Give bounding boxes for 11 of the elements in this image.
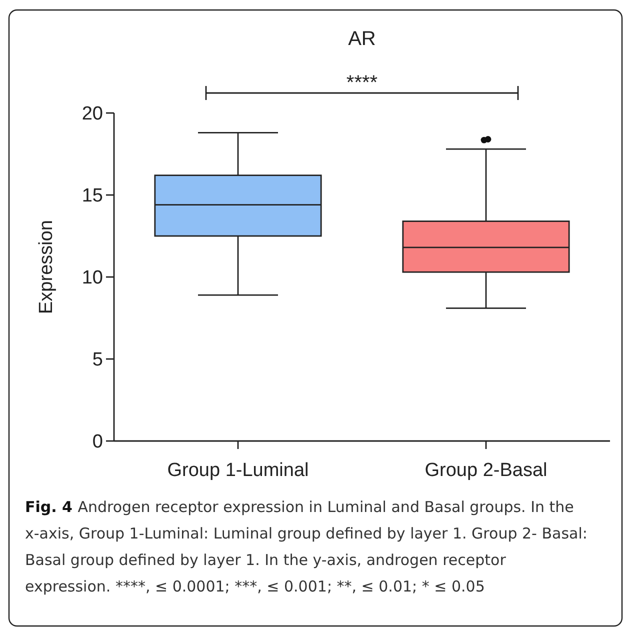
y-tick-label: 5 bbox=[92, 350, 103, 371]
y-tick-label: 15 bbox=[82, 186, 103, 207]
x-tick-label: Group 1-Luminal bbox=[167, 460, 309, 481]
text: **** bbox=[346, 72, 378, 94]
x-tick-label: Group 2-Basal bbox=[424, 460, 548, 481]
y-tick-label: 10 bbox=[82, 268, 103, 289]
chart-title: AR bbox=[348, 28, 376, 50]
y-axis-title: Expression bbox=[36, 220, 57, 314]
y-tick-label: 0 bbox=[92, 432, 103, 453]
y-tick-label: 20 bbox=[82, 104, 103, 125]
caption: Fig. 4 bbox=[25, 498, 78, 516]
